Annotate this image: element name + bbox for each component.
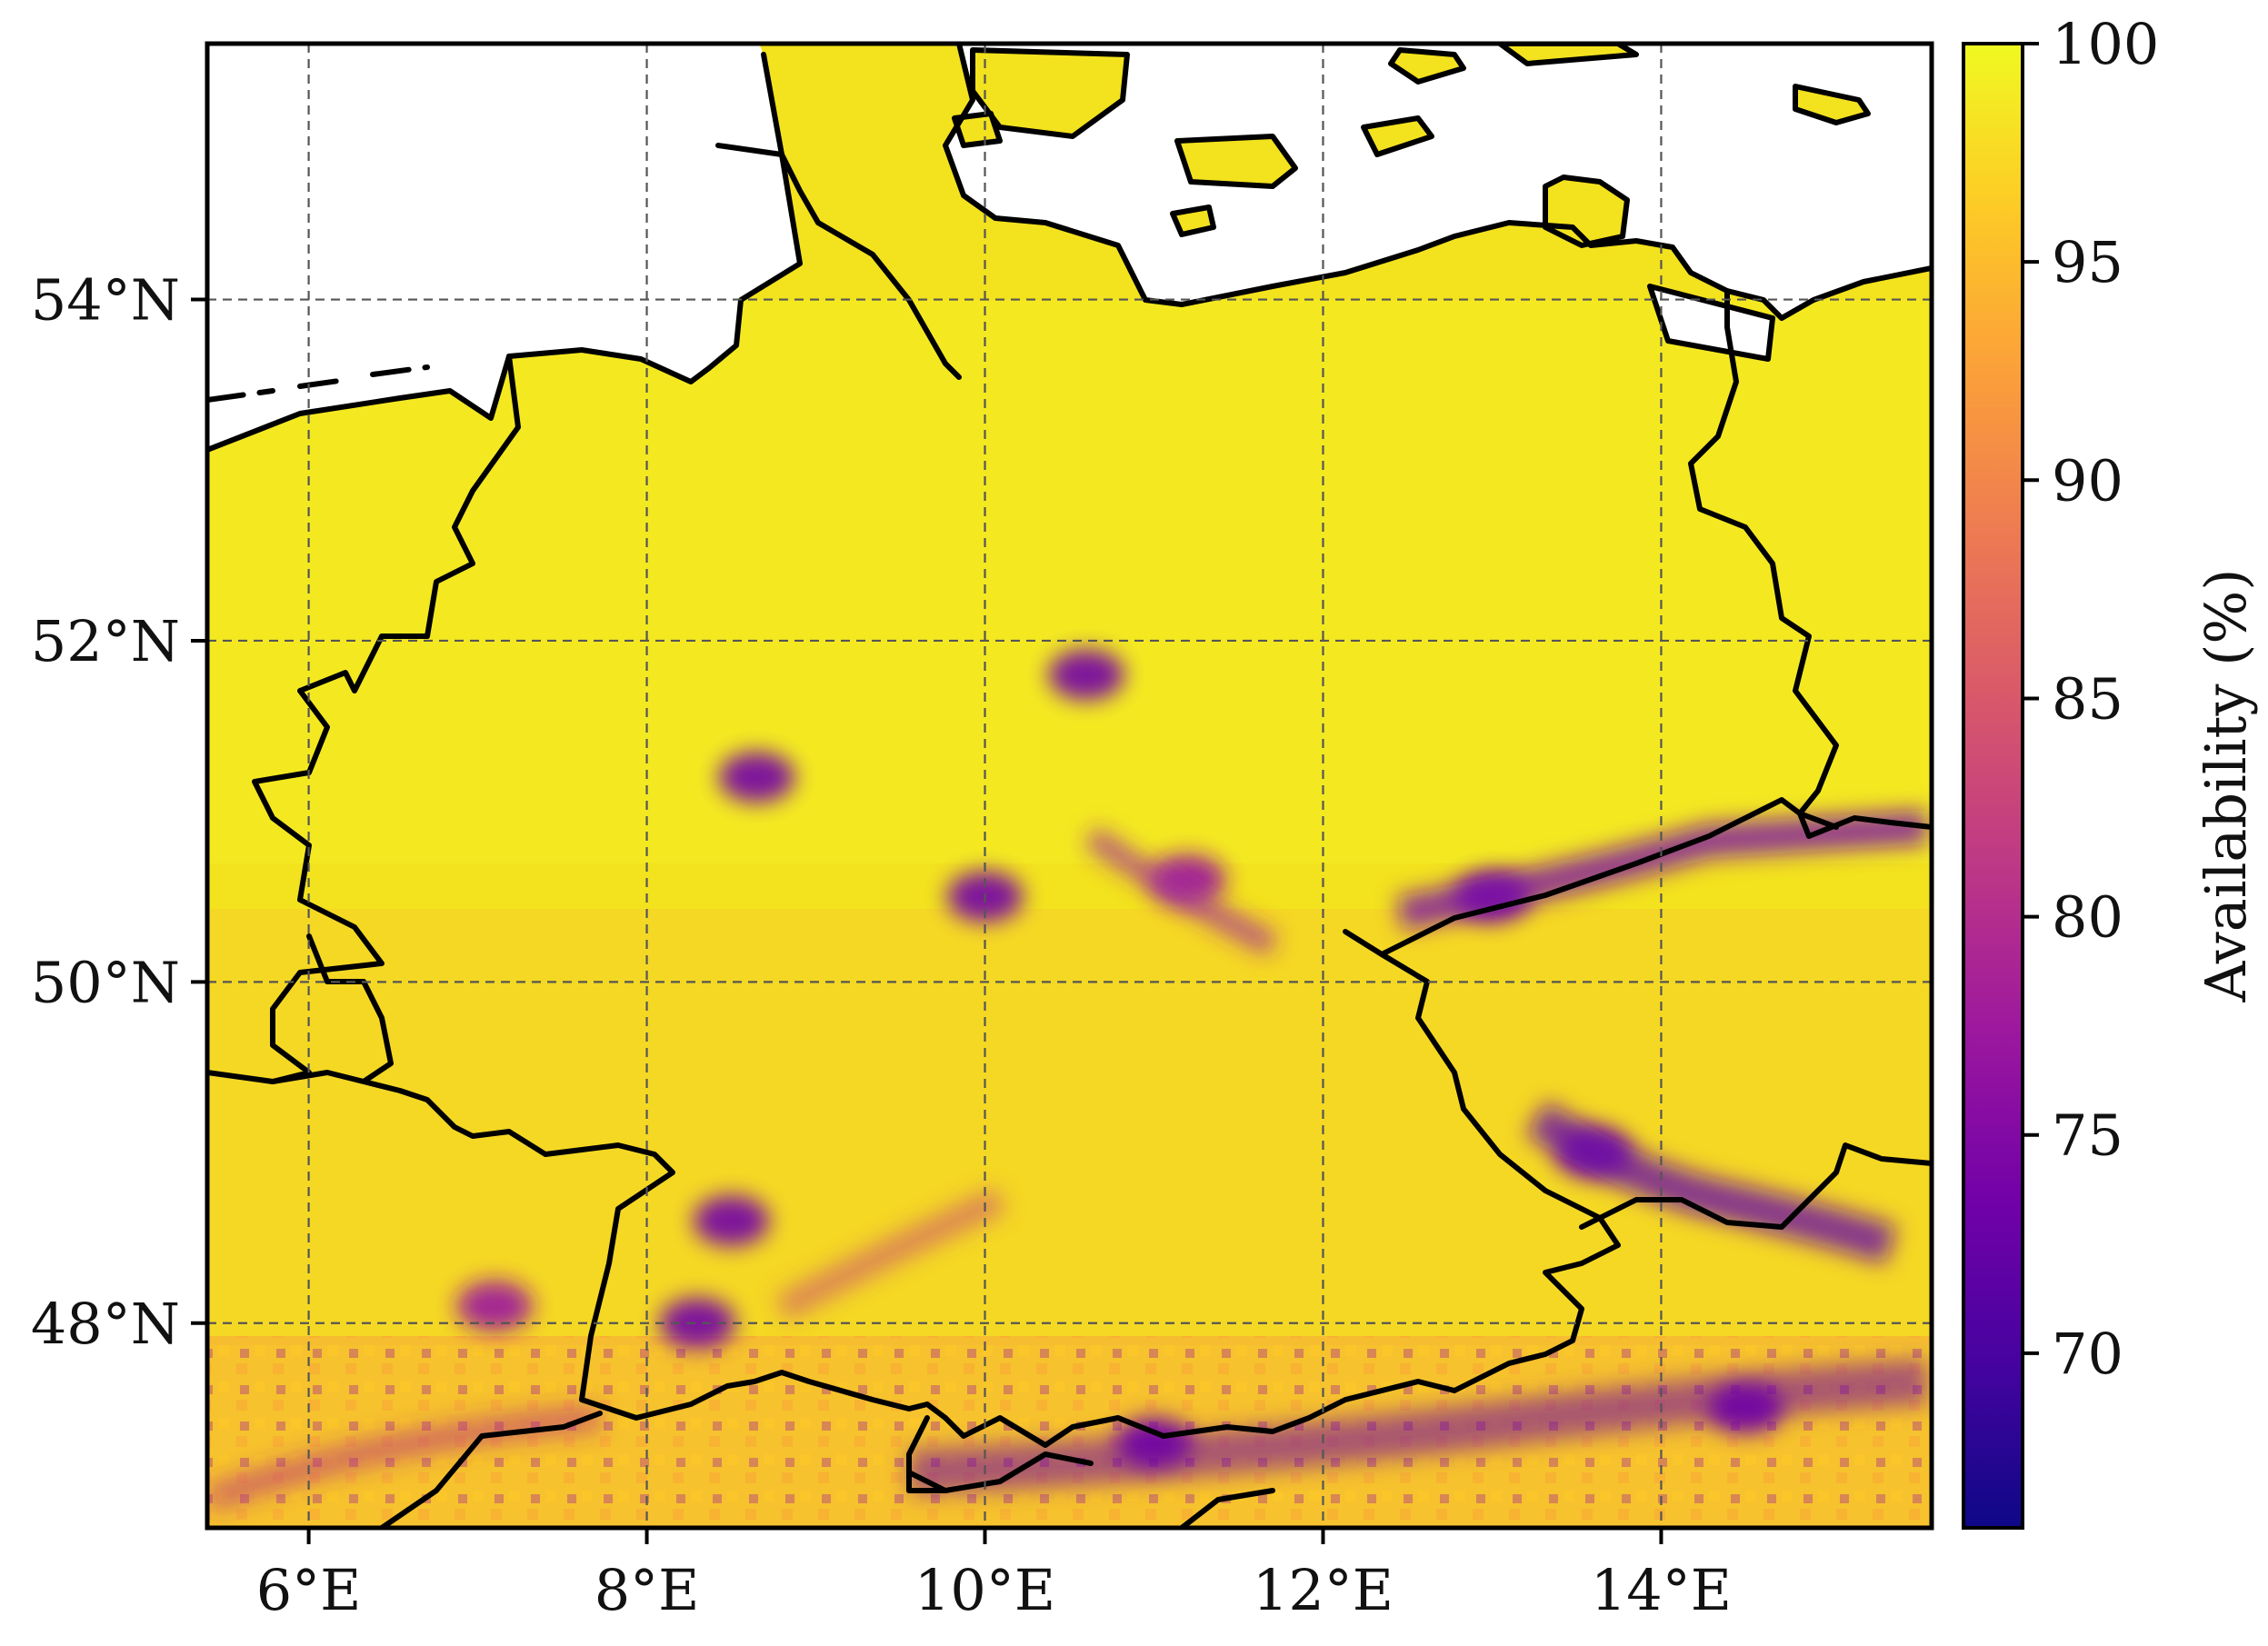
- colorbar-tick-label: 85: [2052, 665, 2123, 732]
- north-sea: [207, 44, 800, 450]
- wadden-dashes: [207, 364, 430, 403]
- gridlines: [207, 44, 1932, 1528]
- map-panel: [207, 44, 1932, 1528]
- north-sea-coast: [207, 52, 803, 453]
- low-availability-region: [659, 1297, 736, 1349]
- colorbar-tick-label: 90: [2052, 447, 2123, 514]
- x-axis: 6°E 8°E 10°E 12°E 14°E: [256, 1528, 1732, 1623]
- x-tick-label: 10°E: [914, 1557, 1055, 1623]
- mid-band: [207, 909, 1932, 1345]
- danish-coast: [715, 143, 962, 380]
- x-tick-label: 6°E: [256, 1557, 362, 1623]
- borders-and-coastlines: [207, 44, 1932, 1528]
- sea-areas: [207, 44, 1932, 450]
- colorbar-label: Availability (%): [2193, 569, 2259, 1003]
- x-tick-label: 14°E: [1591, 1557, 1732, 1623]
- swiss-border: [579, 1370, 948, 1421]
- y-tick-label: 50°N: [31, 949, 180, 1015]
- swiss-border-south: [379, 1411, 603, 1528]
- austria-border: [943, 929, 1621, 1448]
- baltic-coast: [943, 44, 1932, 321]
- colorbar-tick-label: 70: [2052, 1321, 2123, 1387]
- map-frame: [205, 41, 1934, 1531]
- colorbar-tick-label: 75: [2052, 1102, 2123, 1169]
- czech-south: [1579, 1142, 1932, 1230]
- low-availability-region: [693, 1195, 770, 1247]
- y-axis: 54°N 52°N 50°N 48°N: [31, 267, 207, 1357]
- colorbar-tick-label: 80: [2052, 884, 2123, 951]
- low-availability-region: [456, 1280, 534, 1332]
- islands: [952, 44, 1871, 362]
- x-tick-label: 8°E: [594, 1557, 700, 1623]
- colorbar-tick-label: 100: [2052, 11, 2159, 77]
- low-availability-region: [1048, 649, 1125, 701]
- y-tick-label: 48°N: [31, 1291, 180, 1357]
- austria-south: [906, 1451, 1275, 1528]
- low-availability-region: [718, 752, 795, 803]
- czech-border: [1379, 797, 1932, 957]
- colorbar-tick-label: 95: [2052, 229, 2123, 295]
- x-tick-label: 12°E: [1253, 1557, 1394, 1623]
- y-tick-label: 52°N: [31, 608, 180, 674]
- mountain-streaks: [207, 810, 1929, 1513]
- france-border: [361, 1079, 675, 1402]
- liechtenstein: [906, 1415, 948, 1493]
- colorbar: 100 95 90 85 80 75 70 Availability (%): [1962, 11, 2259, 1530]
- y-tick-label: 54°N: [31, 267, 180, 334]
- baltic-sea: [900, 44, 1932, 318]
- poland-border: [1688, 288, 1839, 830]
- colorbar-ticks: 100 95 90 85 80 75 70: [2023, 11, 2159, 1387]
- colorbar-bar: [1962, 42, 2024, 1530]
